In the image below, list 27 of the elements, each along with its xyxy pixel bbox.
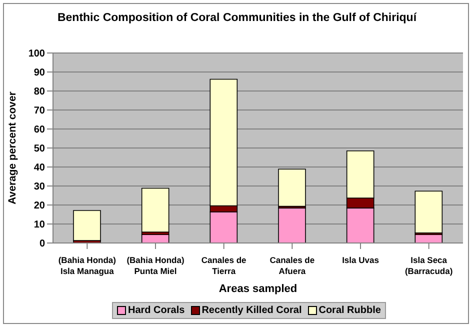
y-axis-title: Average percent cover xyxy=(6,92,19,204)
x-axis-title: Areas sampled xyxy=(218,283,298,295)
y-tick-label: 40 xyxy=(34,162,46,174)
x-tick-label: Canales de Afuera xyxy=(270,255,315,276)
x-tick-label: (Bahia Honda) Isla Managua xyxy=(58,255,116,276)
y-tick-label: 0 xyxy=(39,238,46,250)
bar xyxy=(141,188,170,232)
bar xyxy=(278,168,306,207)
y-tick-label: 30 xyxy=(34,182,46,193)
legend-label: Coral Rubble xyxy=(318,305,381,316)
y-tick-label: 100 xyxy=(28,48,46,60)
bar xyxy=(73,210,101,241)
chart-title: Benthic Composition of Coral Communities in the Gulf of Chiriquí xyxy=(56,12,418,24)
y-tick-label: 10 xyxy=(34,220,46,231)
legend-label: Hard Corals xyxy=(127,305,185,316)
legend-label: Recently Killed Coral xyxy=(200,305,302,316)
y-tick-label: 90 xyxy=(34,68,46,79)
y-tick-label: 80 xyxy=(34,86,46,98)
y-tick-label: 20 xyxy=(34,200,46,212)
y-tick-label: 70 xyxy=(34,106,46,117)
bar xyxy=(278,208,306,243)
x-tick-label: Canales de Tierra xyxy=(201,255,247,276)
x-tick-label: (Bahia Honda) Punta Miel xyxy=(126,255,184,276)
y-tick-label: 60 xyxy=(34,124,46,136)
x-tick-label: Isla Uvas xyxy=(342,255,380,265)
y-tick-label: 50 xyxy=(34,144,46,155)
x-tick-label: Isla Seca (Barracuda) xyxy=(404,255,453,276)
